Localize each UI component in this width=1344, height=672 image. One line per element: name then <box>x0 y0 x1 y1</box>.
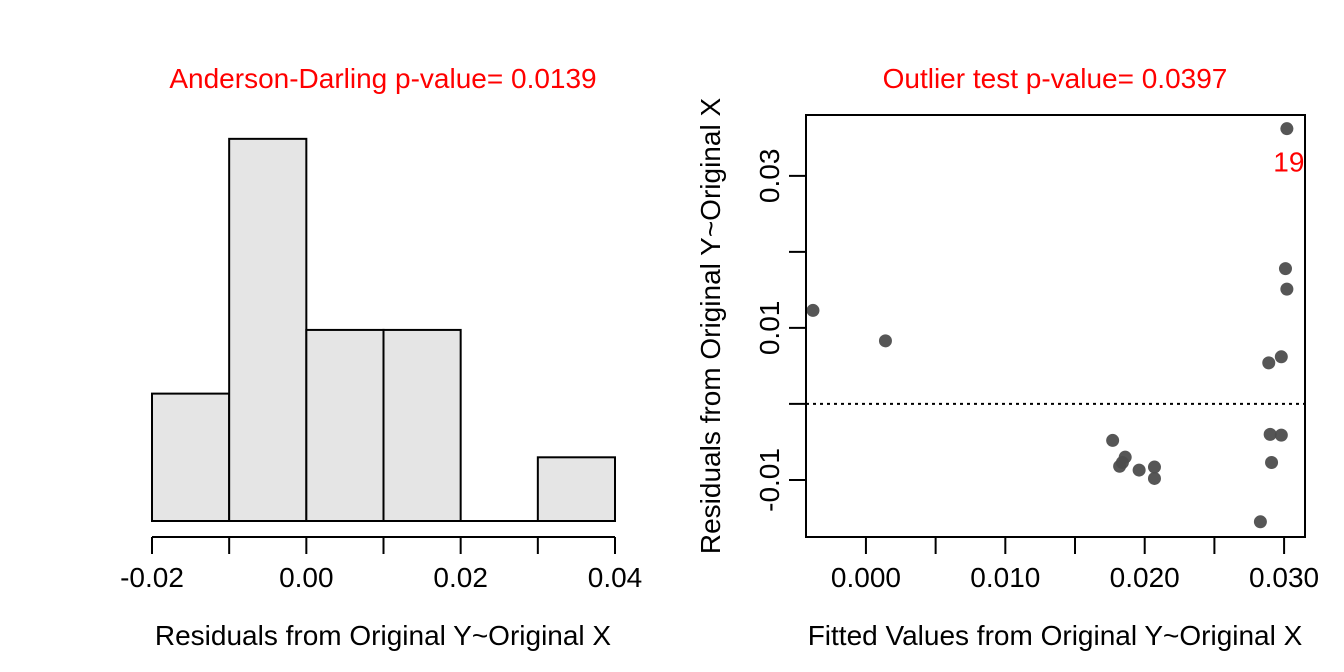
scatter-point-14 <box>1274 350 1288 364</box>
scatter-point-16 <box>1278 262 1292 276</box>
scatter-point-1 <box>806 303 820 317</box>
histogram-panel: Anderson-Darling p-value= 0.0139 -0.02 0.… <box>120 63 642 651</box>
histogram-x-axis: -0.02 0.00 0.02 0.04 <box>120 536 643 593</box>
scatter-x-tick-label: 0.000 <box>831 562 901 593</box>
scatter-point-12 <box>1263 427 1277 441</box>
histogram-x-tick-label: -0.02 <box>120 562 184 593</box>
scatter-point-3 <box>1106 433 1120 447</box>
scatter-point-11 <box>1262 356 1276 370</box>
scatter-x-label: Fitted Values from Original Y~Original X <box>808 620 1303 651</box>
scatter-y-axis: -0.01 0.01 0.03 <box>754 149 807 512</box>
histogram-bar-3 <box>382 328 462 522</box>
histogram-bar-5 <box>536 456 616 522</box>
histogram-bar-0 <box>151 392 231 522</box>
scatter-point-13 <box>1265 455 1279 469</box>
scatter-point-7 <box>1132 463 1146 477</box>
scatter-point-15 <box>1274 428 1288 442</box>
scatter-plot-frame <box>805 114 1306 538</box>
histogram-x-label: Residuals from Original Y~Original X <box>155 620 612 651</box>
scatter-point-2 <box>878 334 892 348</box>
scatter-x-axis: 0.000 0.010 0.020 0.030 <box>831 536 1319 593</box>
scatter-x-tick-label: 0.020 <box>1110 562 1180 593</box>
histogram-title: Anderson-Darling p-value= 0.0139 <box>169 63 596 94</box>
scatter-y-tick-label: 0.01 <box>754 301 785 356</box>
histogram-bar-2 <box>305 328 385 522</box>
scatter-points: 19 <box>806 122 1304 529</box>
histogram-x-tick-label: 0.04 <box>588 562 643 593</box>
scatter-point-17 <box>1280 282 1294 296</box>
scatter-y-tick-label: 0.03 <box>754 149 785 204</box>
scatter-point-10 <box>1253 515 1267 529</box>
histogram-bars <box>151 137 616 522</box>
scatter-point-18 <box>1280 122 1294 136</box>
scatter-title: Outlier test p-value= 0.0397 <box>883 63 1228 94</box>
scatter-point-9 <box>1147 471 1161 485</box>
scatter-point-6 <box>1118 450 1132 464</box>
scatter-y-label: Residuals from Original Y~Original X <box>695 98 726 555</box>
scatter-x-tick-label: 0.030 <box>1249 562 1319 593</box>
scatter-y-tick-label: -0.01 <box>754 448 785 512</box>
scatter-panel: Outlier test p-value= 0.0397 19 0.000 0.0… <box>695 63 1319 651</box>
histogram-x-tick-label: 0.02 <box>433 562 488 593</box>
histogram-x-tick-label: 0.00 <box>279 562 334 593</box>
scatter-point-8 <box>1147 460 1161 474</box>
scatter-x-tick-label: 0.010 <box>970 562 1040 593</box>
histogram-bar-1 <box>228 137 308 522</box>
outlier-annotation: 19 <box>1273 147 1304 178</box>
